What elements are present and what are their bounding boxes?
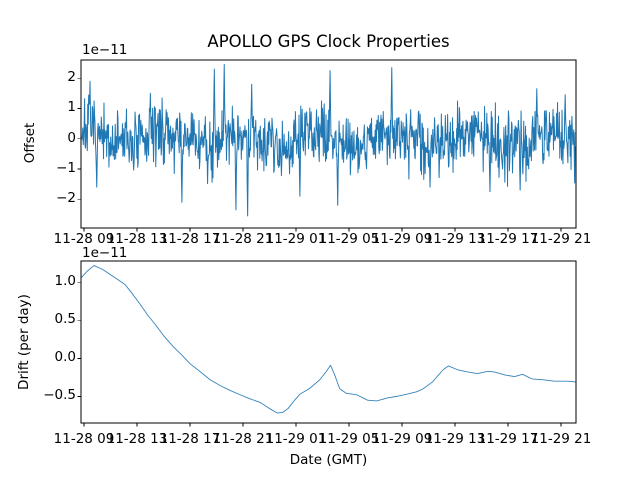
drift-x-tick-label: 11-29 09: [371, 431, 433, 447]
offset-x-tick-label: 11-28 21: [212, 231, 274, 247]
offset-y-tick-label: 0: [67, 129, 76, 146]
drift-x-tick-label: 11-29 05: [318, 431, 380, 447]
drift-axes-frame: [80, 260, 577, 424]
drift-x-tick-label: 11-29 13: [424, 431, 486, 447]
offset-y-tick-label: 1: [67, 99, 76, 116]
offset-x-tick-label: 11-29 21: [530, 231, 592, 247]
drift-x-tick-label: 11-28 21: [212, 431, 274, 447]
drift-y-axis-label: Drift (per day): [16, 294, 32, 390]
offset-x-tick-label: 11-28 13: [106, 231, 168, 247]
drift-y-tick-label: 0.5: [54, 311, 76, 328]
drift-x-tick-label: 11-28 17: [159, 431, 221, 447]
offset-x-tick-label: 11-29 17: [477, 231, 539, 247]
offset-y-tick-label: −1: [56, 159, 76, 176]
offset-axis-scale-label: 1e−11: [82, 42, 128, 58]
figure-title: APOLLO GPS Clock Properties: [207, 32, 450, 51]
offset-x-tick-label: 11-29 01: [265, 231, 327, 247]
drift-y-tick-label: 0.0: [54, 349, 76, 366]
drift-axis-scale-label: 1e−11: [82, 245, 128, 261]
drift-y-tick-label: −0.5: [43, 387, 76, 404]
offset-x-tick-label: 11-29 09: [371, 231, 433, 247]
drift-y-tick-label: 1.0: [54, 273, 76, 290]
drift-x-tick-label: 11-28 09: [53, 431, 115, 447]
drift-x-tick-label: 11-29 17: [477, 431, 539, 447]
x-axis-label: Date (GMT): [289, 452, 368, 468]
offset-x-tick-label: 11-29 13: [424, 231, 486, 247]
drift-x-tick-label: 11-29 01: [265, 431, 327, 447]
offset-x-tick-label: 11-28 17: [159, 231, 221, 247]
offset-y-tick-label: 2: [67, 69, 76, 86]
drift-x-tick-label: 11-28 13: [106, 431, 168, 447]
offset-series-line: [81, 64, 576, 217]
offset-y-tick-label: −2: [56, 190, 76, 207]
offset-x-tick-label: 11-29 05: [318, 231, 380, 247]
drift-x-tick-label: 11-29 21: [530, 431, 592, 447]
drift-series-line: [81, 265, 576, 414]
offset-x-tick-label: 11-28 09: [53, 231, 115, 247]
